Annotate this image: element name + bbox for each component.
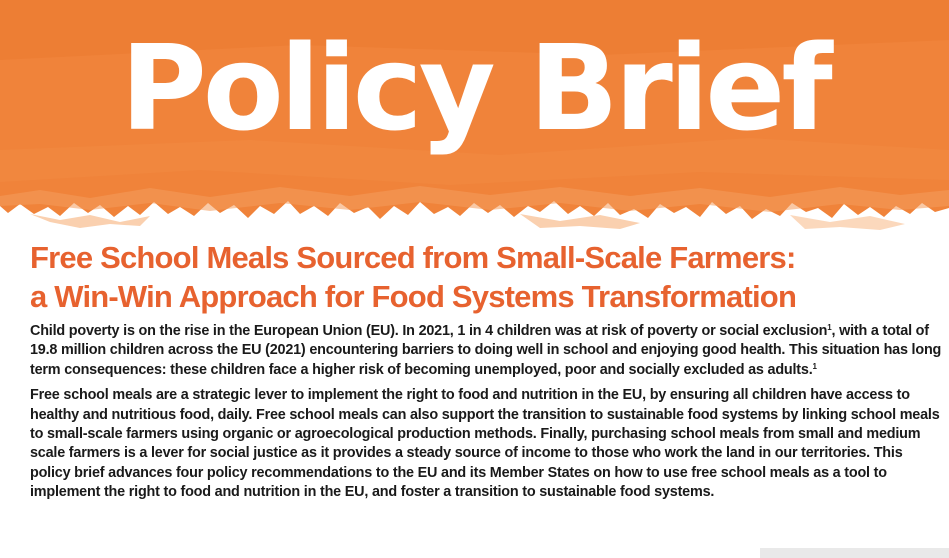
intro-text-part-2: , with a total of 19.8 million children … xyxy=(30,323,942,378)
intro-text-part-1: Child poverty is on the rise in the Euro… xyxy=(30,323,828,339)
headline-line-2: a Win-Win Approach for Food Systems Tran… xyxy=(30,279,797,314)
brief-body: Child poverty is on the rise in the Euro… xyxy=(30,322,942,509)
strategy-paragraph: Free school meals are a strategic lever … xyxy=(30,387,940,501)
headline-line-1: Free School Meals Sourced from Small-Sca… xyxy=(30,240,796,275)
footnote-marker: 1 xyxy=(812,361,817,371)
header-banner: Policy Brief xyxy=(0,0,949,240)
footnote-marker: 1 xyxy=(827,323,832,332)
intro-paragraph: Child poverty is on the rise in the Euro… xyxy=(30,322,942,380)
brief-headline: Free School Meals Sourced from Small-Sca… xyxy=(30,238,935,316)
page-corner-shade xyxy=(760,548,949,558)
painted-orange-banner xyxy=(0,0,949,230)
banner-title: Policy Brief xyxy=(120,19,832,157)
